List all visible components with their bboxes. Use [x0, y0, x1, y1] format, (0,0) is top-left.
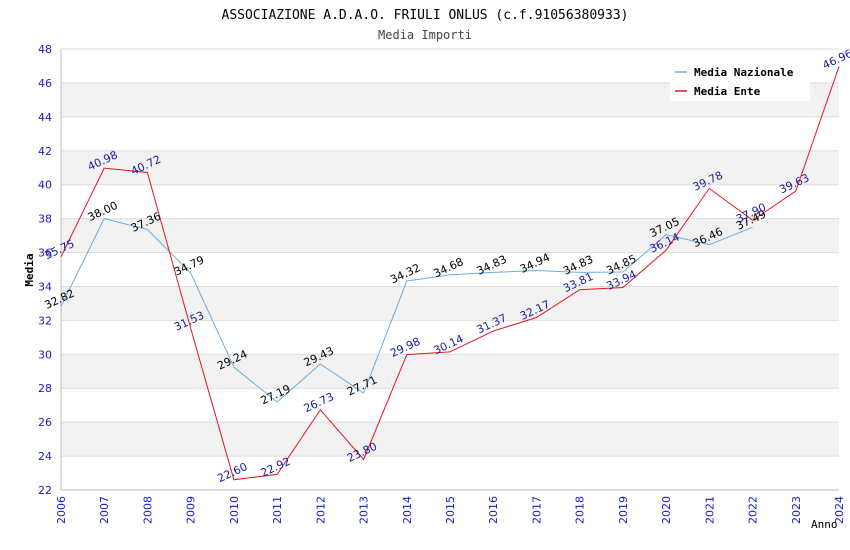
y-axis-label: Media [23, 253, 36, 286]
x-tick-label: 2015 [444, 496, 457, 524]
grid-band [61, 354, 839, 389]
axes [60, 49, 839, 491]
grid-band [61, 184, 839, 219]
chart-subtitle: Media Importi [378, 28, 472, 42]
grid-band [61, 422, 839, 457]
tick-labels: 22 24 26 28 30 32 34 36 38 40 42 44 46 48 2006 2007 2008… [38, 43, 846, 524]
grid-band [61, 150, 839, 185]
series-line-media-nazionale [60, 218, 753, 403]
y-tick-label: 24 [38, 450, 52, 463]
x-tick-label: 2021 [703, 496, 716, 524]
x-tick-label: 2016 [487, 496, 500, 524]
y-tick-label: 36 [38, 247, 52, 260]
legend: Media Nazionale Media Ente [670, 61, 810, 101]
y-tick-label: 28 [38, 382, 52, 395]
x-tick-label: 2023 [790, 496, 803, 524]
y-tick-label: 42 [38, 145, 52, 158]
legend-label: Media Nazionale [694, 66, 794, 79]
y-tick-label: 32 [38, 314, 52, 327]
y-tick-label: 46 [38, 77, 52, 90]
grid-band [61, 456, 839, 490]
x-tick-label: 2011 [271, 496, 284, 524]
grid-band [61, 252, 839, 287]
x-tick-label: 2020 [660, 496, 673, 524]
x-tick-label: 2014 [401, 496, 414, 524]
grid-lines [61, 48, 839, 491]
x-tick-label: 2009 [185, 496, 198, 524]
series-lines [60, 66, 840, 481]
y-tick-label: 44 [38, 111, 52, 124]
y-tick-label: 30 [38, 348, 52, 361]
y-tick-label: 34 [38, 280, 52, 293]
y-tick-label: 48 [38, 43, 52, 56]
x-tick-label: 2017 [530, 496, 543, 524]
legend-box [670, 61, 810, 101]
x-tick-label: 2019 [617, 496, 630, 524]
x-tick-label: 2008 [141, 496, 154, 524]
y-tick-label: 22 [38, 484, 52, 497]
y-tick-label: 40 [38, 179, 52, 192]
legend-label: Media Ente [694, 85, 761, 98]
x-tick-label: 2018 [574, 496, 587, 524]
y-tick-label: 26 [38, 416, 52, 429]
grid-band [61, 388, 839, 423]
x-tick-label: 2006 [55, 496, 68, 524]
series-line-media-ente [60, 66, 840, 481]
grid-band [61, 116, 839, 151]
chart-title: ASSOCIAZIONE A.D.A.O. FRIULI ONLUS (c.f.… [222, 8, 629, 23]
grid-band [61, 218, 839, 253]
x-axis-label: Anno [811, 518, 838, 531]
x-tick-label: 2012 [314, 496, 327, 524]
grid-band [61, 320, 839, 355]
x-tick-label: 2024 [833, 496, 846, 524]
x-tick-label: 2007 [98, 496, 111, 524]
x-tick-label: 2013 [358, 496, 371, 524]
x-tick-label: 2022 [747, 496, 760, 524]
grid-band [61, 286, 839, 321]
y-tick-label: 38 [38, 213, 52, 226]
x-tick-label: 2010 [228, 496, 241, 524]
